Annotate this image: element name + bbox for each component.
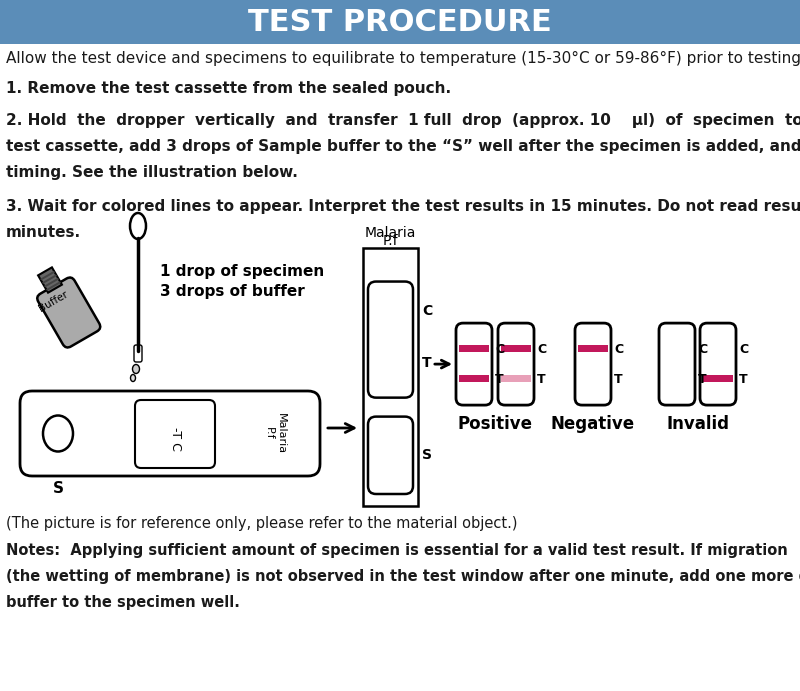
Bar bbox=[459, 375, 489, 382]
Text: Malaria
P.f: Malaria P.f bbox=[264, 413, 286, 454]
Text: T: T bbox=[739, 373, 748, 386]
Text: C: C bbox=[698, 343, 707, 356]
FancyBboxPatch shape bbox=[498, 323, 534, 405]
Text: Notes:  Applying sufficient amount of specimen is essential for a valid test res: Notes: Applying sufficient amount of spe… bbox=[6, 543, 788, 558]
FancyBboxPatch shape bbox=[368, 417, 413, 494]
Text: TEST PROCEDURE: TEST PROCEDURE bbox=[248, 8, 552, 37]
Text: C: C bbox=[739, 343, 748, 356]
Text: 3 drops of buffer: 3 drops of buffer bbox=[160, 283, 305, 299]
Bar bbox=[363, 248, 418, 506]
Text: S: S bbox=[53, 481, 63, 496]
FancyBboxPatch shape bbox=[659, 323, 695, 405]
Text: C: C bbox=[614, 343, 623, 356]
Text: buffer to the specimen well.: buffer to the specimen well. bbox=[6, 595, 240, 610]
Text: T: T bbox=[537, 373, 546, 386]
FancyBboxPatch shape bbox=[135, 400, 215, 468]
Text: 2. Hold  the  dropper  vertically  and  transfer  1 full  drop  (approx. 10    μ: 2. Hold the dropper vertically and trans… bbox=[6, 113, 800, 128]
FancyBboxPatch shape bbox=[700, 323, 736, 405]
Bar bbox=[46, 281, 61, 291]
Text: C: C bbox=[422, 303, 432, 318]
FancyBboxPatch shape bbox=[20, 391, 320, 476]
Text: Negative: Negative bbox=[551, 415, 635, 433]
Text: T: T bbox=[698, 373, 706, 386]
Text: Buffer: Buffer bbox=[37, 289, 70, 313]
Text: T: T bbox=[614, 373, 622, 386]
Bar bbox=[578, 345, 608, 352]
Text: S: S bbox=[422, 448, 432, 462]
Bar bbox=[44, 278, 59, 287]
Bar bbox=[501, 375, 531, 382]
Ellipse shape bbox=[130, 375, 135, 381]
Text: T: T bbox=[422, 356, 432, 370]
Text: Allow the test device and specimens to equilibrate to temperature (15-30°C or 59: Allow the test device and specimens to e… bbox=[6, 51, 800, 66]
FancyBboxPatch shape bbox=[368, 281, 413, 397]
Text: (the wetting of membrane) is not observed in the test window after one minute, a: (the wetting of membrane) is not observe… bbox=[6, 569, 800, 584]
FancyBboxPatch shape bbox=[456, 323, 492, 405]
Text: Malaria: Malaria bbox=[365, 226, 416, 240]
Bar bbox=[0, 0, 800, 44]
Text: -T C: -T C bbox=[169, 427, 182, 451]
Bar bbox=[459, 345, 489, 352]
Bar bbox=[40, 271, 55, 281]
Text: (The picture is for reference only, please refer to the material object.): (The picture is for reference only, plea… bbox=[6, 516, 518, 531]
Text: Positive: Positive bbox=[458, 415, 533, 433]
Text: C: C bbox=[495, 343, 504, 356]
Text: timing. See the illustration below.: timing. See the illustration below. bbox=[6, 165, 298, 180]
Text: test cassette, add 3 drops of Sample buffer to the “S” well after the specimen i: test cassette, add 3 drops of Sample buf… bbox=[6, 139, 800, 154]
Text: C: C bbox=[537, 343, 546, 356]
Bar bbox=[42, 274, 57, 284]
FancyBboxPatch shape bbox=[575, 323, 611, 405]
Bar bbox=[501, 345, 531, 352]
Text: Invalid: Invalid bbox=[666, 415, 729, 433]
Bar bbox=[38, 267, 62, 293]
Text: minutes.: minutes. bbox=[6, 225, 81, 240]
Text: 1. Remove the test cassette from the sealed pouch.: 1. Remove the test cassette from the sea… bbox=[6, 81, 451, 96]
Text: T: T bbox=[495, 373, 504, 386]
Bar bbox=[703, 375, 733, 382]
FancyBboxPatch shape bbox=[38, 278, 100, 348]
Text: P.f: P.f bbox=[382, 234, 398, 248]
Ellipse shape bbox=[43, 415, 73, 451]
FancyBboxPatch shape bbox=[134, 345, 142, 362]
Ellipse shape bbox=[130, 213, 146, 239]
Text: 3. Wait for colored lines to appear. Interpret the test results in 15 minutes. D: 3. Wait for colored lines to appear. Int… bbox=[6, 199, 800, 214]
Ellipse shape bbox=[133, 364, 139, 374]
Text: 1 drop of specimen: 1 drop of specimen bbox=[160, 263, 324, 278]
